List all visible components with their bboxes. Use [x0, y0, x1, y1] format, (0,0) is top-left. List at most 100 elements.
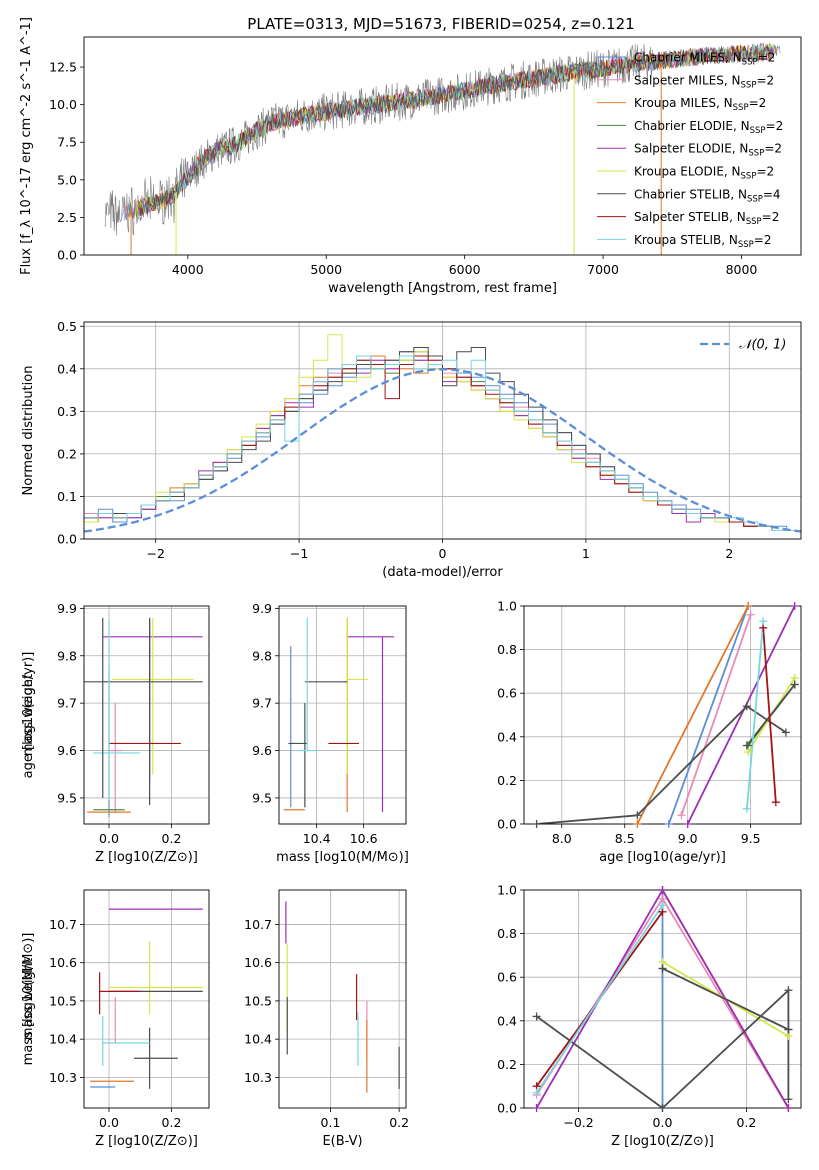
- weight-line: [746, 621, 765, 809]
- y-tick-label: 12.5: [49, 60, 77, 75]
- gaussian-legend-label: 𝒩(0, 1): [739, 338, 786, 353]
- y-tick-label: 9.7: [57, 696, 77, 711]
- x-tick-label: 6000: [449, 262, 481, 277]
- legend-label: Salpeter ELODIE, NSSP=2: [634, 142, 782, 159]
- weight-point-marker: [784, 986, 793, 995]
- x-tick-label: 1: [582, 546, 590, 561]
- weight-point-marker: [658, 901, 667, 910]
- y-tick-label: 0.3: [57, 404, 77, 419]
- y-axis-label: mass weight: [21, 674, 36, 756]
- weight-point-marker: [664, 820, 673, 828]
- y-tick-label: 0.4: [497, 729, 517, 744]
- legend-label: Chabrier MILES, NSSP=2: [634, 51, 775, 68]
- weight-point-marker: [658, 964, 667, 973]
- axes-frame: [83, 889, 210, 1109]
- weight-line: [662, 967, 789, 1031]
- x-tick-label: 0.1: [321, 1115, 341, 1130]
- y-axis-label: mass weight: [21, 958, 36, 1040]
- weight-point-marker: [633, 820, 642, 828]
- y-tick-label: 10.4: [244, 1032, 272, 1047]
- y-tick-label: 10.4: [49, 1032, 77, 1047]
- weight-line: [536, 705, 787, 824]
- x-tick-label: 2: [725, 546, 733, 561]
- weight-point-marker: [790, 680, 799, 689]
- x-tick-label: 9.0: [678, 831, 698, 846]
- panel-weight-vs-Z: −0.2 0.0 0.2 0.0 0.2 0.4 0.6 0.8 1.0 Z [log10(Z/Z…: [21, 883, 802, 1149]
- weight-point-marker: [532, 1088, 541, 1097]
- panel-residuals: −2 −1 0 1 2 0.0 0.1 0.2 0.3 0.4 0.5 (data-model)/er…: [21, 319, 802, 580]
- legend-label: Chabrier STELIB, NSSP=4: [634, 187, 781, 204]
- x-tick-label: 10.6: [350, 831, 378, 846]
- weight-line: [746, 683, 796, 747]
- weight-point-marker: [742, 741, 751, 750]
- y-tick-label: 0.2: [57, 446, 77, 461]
- weight-point-marker: [746, 610, 755, 619]
- y-tick-label: 9.8: [252, 648, 272, 663]
- y-tick-label: 0.0: [57, 532, 77, 547]
- y-tick-label: 10.3: [49, 1070, 77, 1085]
- y-tick-label: 5.0: [57, 172, 77, 187]
- y-axis-label: Normed distribution: [21, 366, 36, 496]
- x-axis-label: (data-model)/error: [382, 565, 503, 580]
- weight-line: [680, 614, 752, 816]
- panel-age-vs-Z: 0.0 0.2 9.5 9.6 9.7 9.8 9.9 Z [log10(Z/Z⊙)] age …: [21, 601, 210, 865]
- x-tick-label: 0.0: [99, 1115, 119, 1130]
- x-tick-label: 4000: [172, 262, 204, 277]
- y-tick-label: 10.6: [244, 955, 272, 970]
- y-tick-label: 0.0: [497, 817, 517, 832]
- x-tick-label: −2: [146, 546, 164, 561]
- panel-spectrum: 4000 5000 6000 7000 8000 0.0 2.5 5.0 7.5 10.0 12.5…: [19, 17, 802, 296]
- weight-point-marker: [784, 1104, 793, 1112]
- weight-line: [686, 606, 796, 824]
- y-tick-label: 9.9: [252, 601, 272, 616]
- y-tick-label: 10.5: [244, 993, 272, 1008]
- axes-frame: [278, 605, 407, 825]
- legend-label: Salpeter MILES, NSSP=2: [634, 73, 774, 90]
- weight-point-marker: [742, 804, 751, 813]
- y-tick-label: 0.0: [497, 1101, 517, 1116]
- weight-line: [762, 627, 777, 803]
- y-axis-label: age [log10(age/yr)]: [21, 652, 36, 779]
- plot-area-weight-vs-age: [536, 606, 796, 824]
- y-tick-label: 0.2: [497, 773, 517, 788]
- plot-area-age-vs-Z: [84, 617, 203, 817]
- x-axis-label: E(B-V): [322, 1134, 362, 1149]
- x-axis-label: wavelength [Angstrom, rest frame]: [328, 281, 557, 296]
- y-tick-label: 0.6: [497, 970, 517, 985]
- x-axis-label: Z [log10(Z/Z⊙)]: [95, 850, 198, 865]
- y-tick-label: 0.8: [497, 926, 517, 941]
- y-tick-label: 10.0: [49, 97, 77, 112]
- plot-area-spectrum: [104, 42, 781, 255]
- normal-distribution-curve: [84, 368, 801, 533]
- legend-label: Kroupa STELIB, NSSP=2: [634, 233, 772, 250]
- weight-point-marker: [790, 602, 799, 610]
- x-tick-label: −1: [290, 546, 308, 561]
- y-tick-label: 9.5: [252, 790, 272, 805]
- y-tick-label: 9.5: [57, 790, 77, 805]
- axes-frame: [278, 889, 407, 1109]
- legend-label: Chabrier ELODIE, NSSP=2: [634, 119, 783, 136]
- y-tick-label: 9.6: [57, 743, 77, 758]
- x-axis-label: Z [log10(Z/Z⊙)]: [611, 1134, 714, 1149]
- weight-point-marker: [742, 702, 751, 711]
- y-tick-label: 10.6: [49, 955, 77, 970]
- panel-mass-vs-Z: 0.0 0.2 10.3 10.4 10.5 10.6 10.7 Z [log10(Z/Z⊙)…: [21, 889, 210, 1149]
- y-tick-label: 10.5: [49, 993, 77, 1008]
- y-tick-label: 9.9: [57, 601, 77, 616]
- y-tick-label: 10.3: [244, 1070, 272, 1085]
- spectrum-legend: Chabrier MILES, NSSP=2 Salpeter MILES, NS…: [597, 51, 783, 250]
- x-tick-label: 0.2: [162, 831, 182, 846]
- y-tick-label: 9.6: [252, 743, 272, 758]
- y-tick-label: 0.1: [57, 489, 77, 504]
- weight-point-marker: [677, 811, 686, 820]
- weight-line: [535, 890, 790, 1108]
- x-tick-label: 8000: [726, 262, 758, 277]
- plot-area-residuals: [84, 334, 801, 533]
- y-tick-label: 0.2: [497, 1057, 517, 1072]
- y-tick-label: 0.8: [497, 642, 517, 657]
- x-tick-label: 0.2: [736, 1115, 756, 1130]
- weight-line: [535, 904, 664, 1094]
- model-fit-line: [137, 45, 773, 216]
- plot-area-weight-vs-Z: [535, 890, 790, 1108]
- y-tick-label: 10.7: [49, 917, 77, 932]
